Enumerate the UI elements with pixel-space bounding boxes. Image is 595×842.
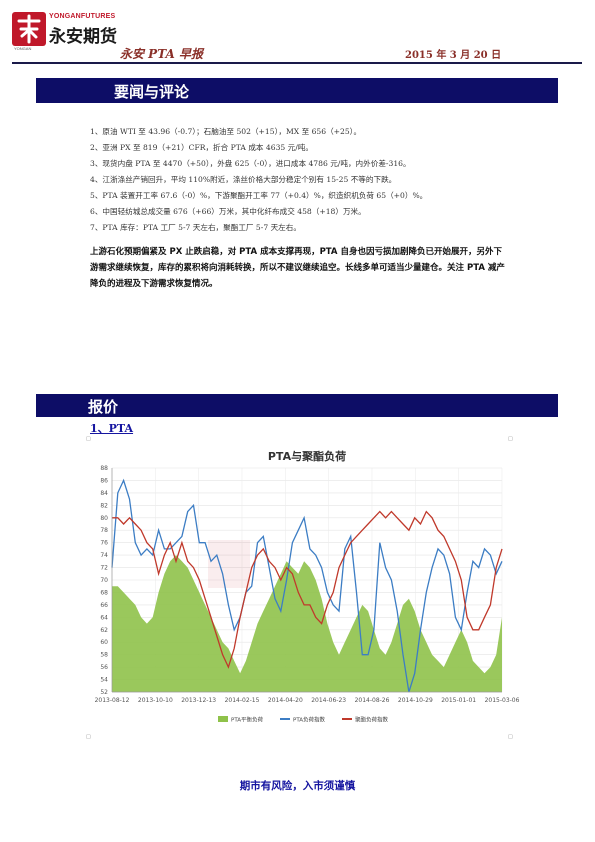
y-tick-label: 74 — [100, 552, 108, 559]
legend-label: PTA负荷指数 — [293, 716, 326, 724]
news-item: 1、原油 WTI 至 43.96（-0.7）；石脑油至 502（+15），MX … — [90, 127, 362, 136]
chart-title: PTA与聚酯负荷 — [268, 449, 346, 463]
legend-swatch — [218, 716, 228, 722]
y-tick-label: 58 — [100, 652, 108, 659]
y-tick-label: 56 — [100, 664, 108, 671]
news-item: 2、亚洲 PX 至 819（+21）CFR，折合 PTA 成本 4635 元/吨… — [90, 143, 313, 152]
news-item: 4、江浙涤丝产销回升，平均 110%附近，涤丝价格大部分稳定个别有 15-25 … — [90, 175, 397, 184]
company-logo-icon — [12, 12, 46, 46]
header-divider — [12, 62, 582, 64]
news-item: 5、PTA 装置开工率 67.6（-0）%，下游聚酯开工率 77（+0.4）%，… — [90, 191, 428, 200]
news-item: 7、PTA 库存：PTA 工厂 5-7 天左右，聚酯工厂 5-7 天左右。 — [90, 223, 301, 232]
market-commentary: 上游石化预期偏紧及 PX 止跌启稳，对 PTA 成本支撑再现，PTA 自身也因亏… — [90, 247, 505, 289]
corner-mark: □ — [508, 734, 513, 740]
x-tick-label: 2014-08-26 — [355, 697, 390, 704]
y-tick-label: 68 — [100, 589, 108, 596]
y-tick-label: 54 — [100, 677, 108, 684]
y-tick-label: 82 — [100, 502, 108, 509]
y-tick-label: 52 — [100, 689, 108, 696]
report-title: 永安 PTA 早报 — [120, 47, 203, 61]
series-area-pta-balance-load — [112, 555, 502, 692]
logo-chinese-text: 永安期货 — [49, 27, 117, 47]
x-tick-label: 2014-04-20 — [268, 697, 303, 704]
section-title-price: 报价 — [88, 398, 119, 416]
risk-disclaimer: 期市有风险，入市须谨慎 — [239, 780, 356, 792]
x-tick-label: 2013-08-12 — [95, 697, 130, 704]
y-tick-label: 76 — [100, 540, 108, 547]
legend-label: 聚酯负荷指数 — [355, 716, 389, 724]
watermark-logo-icon — [208, 540, 250, 588]
y-tick-label: 62 — [100, 627, 108, 634]
x-tick-label: 2015-01-01 — [441, 697, 476, 704]
pta-load-chart: PTA与聚酯负荷 52 54 56 58 60 62 64 66 68 70 72 74 76 78 80 82… — [95, 449, 520, 724]
news-item: 3、现货内盘 PTA 至 4470（+50），外盘 625（-0），进口成本 4… — [90, 159, 411, 168]
x-tick-label: 2013-10-10 — [138, 697, 173, 704]
x-tick-label: 2013-12-13 — [181, 697, 216, 704]
corner-mark: □ — [508, 436, 513, 442]
logo-subtext: YONGAN — [14, 46, 32, 51]
corner-mark: □ — [86, 436, 91, 442]
y-tick-label: 86 — [100, 477, 108, 484]
y-tick-label: 88 — [100, 465, 108, 472]
legend-label: PTA平衡负荷 — [231, 716, 264, 724]
y-tick-label: 78 — [100, 527, 108, 534]
section-title-news: 要闻与评论 — [114, 83, 190, 101]
y-tick-label: 80 — [100, 515, 108, 522]
x-tick-label: 2014-10-29 — [398, 697, 433, 704]
series-line-pta-load-index — [111, 478, 503, 693]
section-bar-price: 报价 — [36, 394, 558, 417]
logo-english-text: YONGANFUTURES — [49, 13, 116, 20]
y-tick-label: 64 — [100, 614, 108, 621]
section-bar-news: 要闻与评论 — [36, 78, 558, 103]
y-tick-label: 66 — [100, 602, 108, 609]
x-tick-label: 2015-03-06 — [485, 697, 520, 704]
report-date: 2015 年 3 月 20 日 — [405, 50, 502, 61]
y-tick-label: 70 — [100, 577, 108, 584]
x-tick-label: 2014-02-15 — [225, 697, 260, 704]
series-line-polyester-load-index — [112, 510, 503, 669]
corner-mark: □ — [86, 734, 91, 740]
x-tick-label: 2014-06-23 — [311, 697, 346, 704]
y-tick-label: 84 — [100, 490, 108, 497]
y-tick-label: 72 — [100, 565, 108, 572]
y-tick-label: 60 — [100, 639, 108, 646]
news-item: 6、中国轻纺城总成交量 676（+66）万米，其中化纤布成交 458（+18）万… — [90, 207, 366, 216]
subsection-title-pta: 1、PTA — [90, 422, 134, 435]
